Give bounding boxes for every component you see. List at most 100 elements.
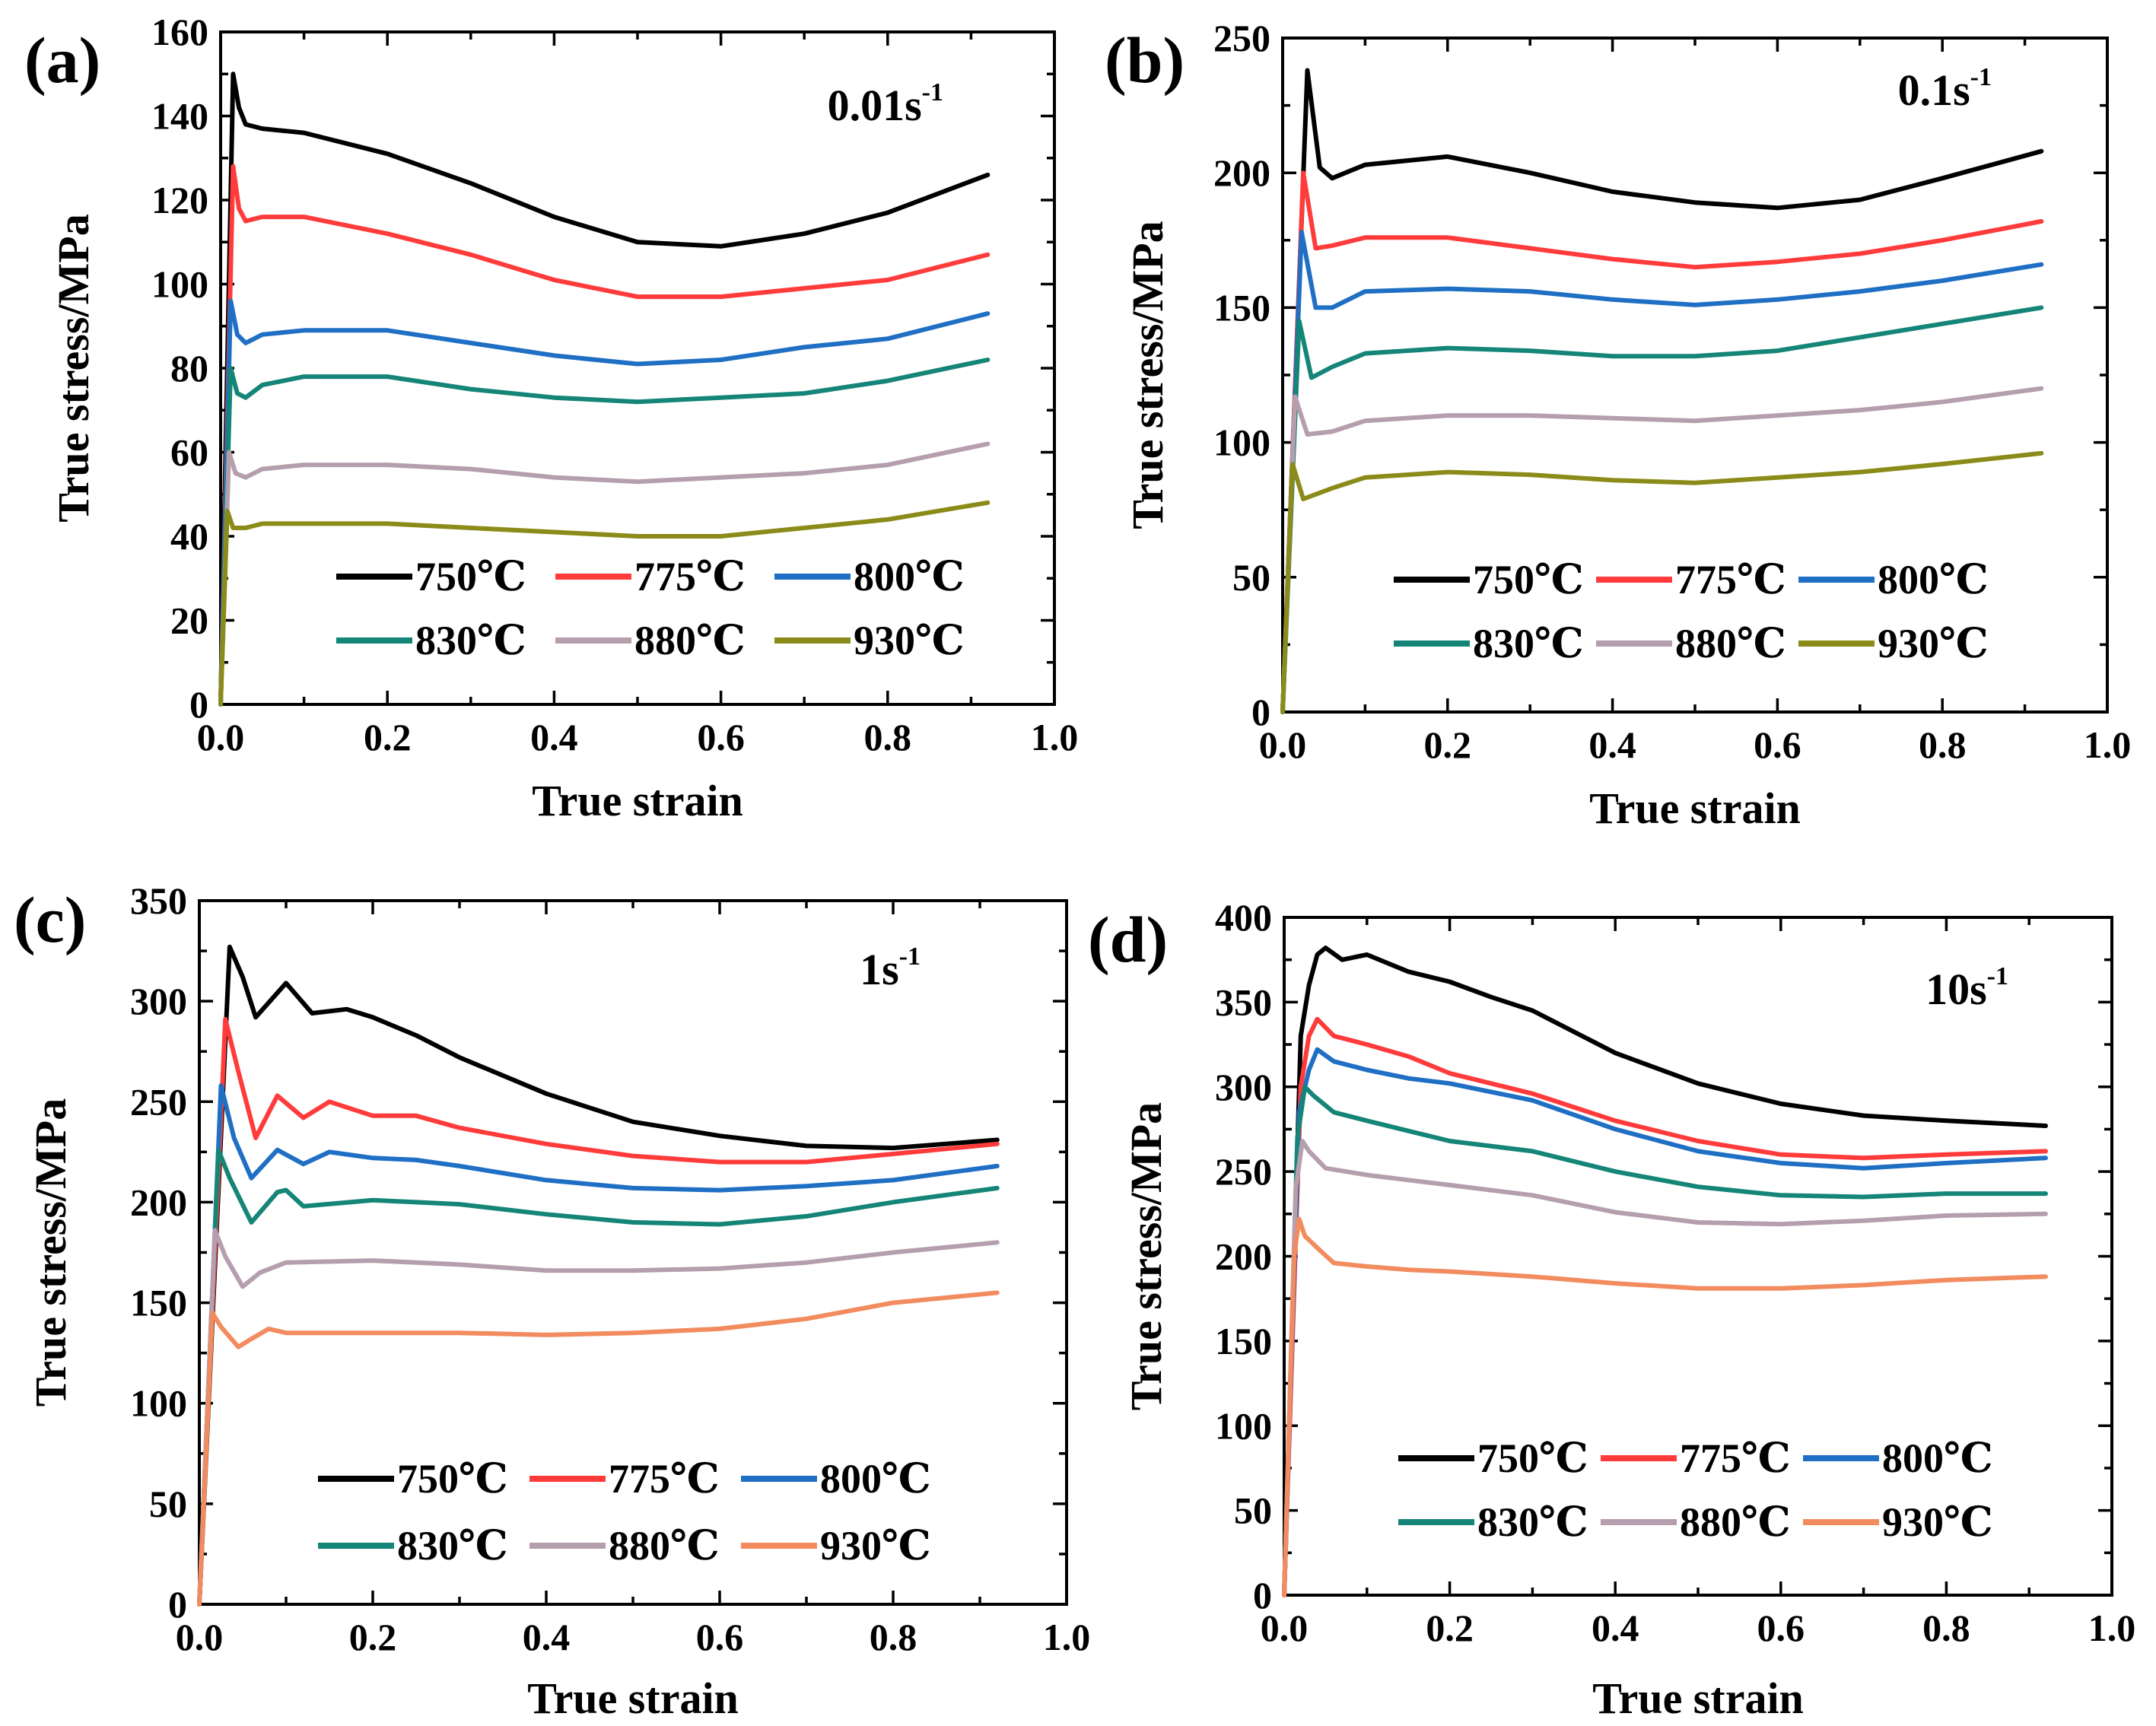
strain-rate-label: 0.1s-1 [1898, 63, 1992, 115]
y-tick-label: 0 [189, 683, 208, 726]
x-tick-label: 0.8 [864, 716, 912, 758]
y-tick-label: 160 [151, 11, 208, 53]
panel-letter: (d) [1088, 903, 1168, 976]
strain-rate-label: 0.01s-1 [828, 78, 943, 130]
y-tick-label: 20 [170, 599, 208, 642]
series-line [197, 944, 1000, 1607]
series-line [197, 1083, 1000, 1607]
x-tick-label: 0.6 [1757, 1607, 1805, 1649]
series-line [218, 441, 991, 707]
x-tick-label: 0.2 [349, 1616, 397, 1658]
legend-label: 750℃ [1473, 557, 1584, 602]
legend-label: 750℃ [397, 1456, 508, 1502]
strain-rate-base: 1s [860, 945, 899, 994]
strain-rate-base: 0.01s [828, 81, 922, 130]
x-tick-label: 0.0 [1261, 1607, 1309, 1649]
legend-label: 830℃ [397, 1523, 508, 1569]
y-tick-label: 50 [149, 1483, 187, 1525]
legend-label: 800℃ [820, 1456, 931, 1502]
series-line [1280, 386, 2044, 714]
y-tick-label: 50 [1234, 1489, 1272, 1532]
x-tick-label: 0.4 [1592, 1607, 1639, 1649]
legend-label: 775℃ [1675, 557, 1786, 602]
y-tick-label: 100 [1215, 1404, 1272, 1447]
series-line [1282, 1139, 2048, 1597]
y-tick-label: 0 [1251, 691, 1270, 733]
y-tick-label: 300 [130, 980, 187, 1022]
y-tick-label: 100 [151, 263, 208, 306]
x-tick-label: 1.0 [2088, 1607, 2136, 1649]
y-axis-title: True stress/MPa [1123, 221, 1172, 529]
x-tick-label: 1.0 [1043, 1616, 1091, 1658]
legend-label: 930℃ [1878, 621, 1989, 666]
x-tick-label: 0.4 [530, 716, 578, 758]
y-tick-label: 50 [1232, 556, 1270, 599]
panel-letter: (a) [24, 24, 100, 97]
strain-rate-base: 10s [1925, 965, 1987, 1014]
y-tick-label: 0 [168, 1583, 187, 1626]
series-line [1282, 1016, 2048, 1597]
series-line [197, 1228, 1000, 1607]
series-line [1282, 1084, 2048, 1597]
y-axis-title: True stress/MPa [49, 214, 98, 522]
y-tick-label: 80 [170, 347, 208, 389]
legend-label: 830℃ [1473, 621, 1584, 666]
legend-label: 800℃ [1882, 1435, 1993, 1481]
y-axis-title: True stress/MPa [1121, 1102, 1171, 1410]
y-tick-label: 200 [1213, 151, 1270, 194]
y-tick-label: 350 [1215, 981, 1272, 1023]
legend-label: 775℃ [1680, 1435, 1791, 1481]
x-tick-label: 0.6 [697, 716, 745, 758]
series-line [1280, 230, 2044, 714]
legend-label: 930℃ [820, 1523, 931, 1569]
y-tick-label: 120 [151, 179, 208, 221]
y-tick-label: 100 [130, 1382, 187, 1425]
series-line [1280, 68, 2044, 714]
legend-label: 750℃ [415, 554, 526, 599]
y-tick-label: 400 [1215, 896, 1272, 939]
x-tick-label: 0.0 [197, 716, 245, 758]
legend-label: 930℃ [1882, 1499, 1993, 1545]
x-tick-label: 0.4 [1588, 723, 1636, 766]
y-tick-label: 300 [1215, 1066, 1272, 1108]
series-line [197, 1016, 1000, 1607]
series-line [1280, 170, 2044, 714]
y-tick-label: 150 [130, 1282, 187, 1324]
x-axis-title: True strain [527, 1674, 739, 1723]
y-axis-title: True stress/MPa [26, 1098, 75, 1407]
series-line [1280, 450, 2044, 714]
legend-label: 830℃ [1477, 1499, 1588, 1545]
series-line [197, 1290, 1000, 1607]
x-axis-title: True strain [1589, 784, 1801, 833]
strain-rate-label: 1s-1 [860, 942, 921, 994]
strain-rate-label: 10s-1 [1925, 962, 2008, 1014]
series-line [218, 164, 991, 707]
legend-label: 775℃ [609, 1456, 720, 1502]
series-line [218, 72, 991, 707]
series-line [1282, 1216, 2048, 1597]
y-tick-label: 150 [1215, 1320, 1272, 1362]
legend-label: 800℃ [854, 554, 965, 599]
legend-label: 750℃ [1477, 1435, 1588, 1481]
legend-label: 880℃ [634, 618, 746, 663]
series-line [197, 1147, 1000, 1607]
panel-b: (b) 0.0 0.2 0.4 0.6 0.8 1.0 0 50 100 150 200 250 Tru… [1105, 17, 2131, 833]
series-line [1280, 305, 2044, 714]
x-tick-label: 0.0 [176, 1616, 224, 1658]
strain-rate-exponent: -1 [1970, 63, 1992, 91]
y-tick-label: 200 [130, 1181, 187, 1223]
x-tick-label: 0.4 [523, 1616, 571, 1658]
panel-letter: (c) [14, 883, 86, 956]
panel-a: (a) 0.0 0.2 0.4 0.6 0.8 1.0 0 20 40 60 80 100 120 140… [24, 11, 1078, 825]
x-tick-label: 1.0 [1031, 716, 1079, 758]
x-tick-label: 0.8 [870, 1616, 917, 1658]
y-tick-label: 200 [1215, 1235, 1272, 1278]
series-line [1282, 946, 2048, 1597]
x-axis-title: True strain [1592, 1674, 1804, 1723]
legend-label: 830℃ [415, 618, 526, 663]
y-tick-label: 350 [130, 879, 187, 922]
legend-label: 880℃ [1680, 1499, 1791, 1545]
x-tick-label: 1.0 [2084, 723, 2132, 766]
series-line [218, 500, 991, 707]
